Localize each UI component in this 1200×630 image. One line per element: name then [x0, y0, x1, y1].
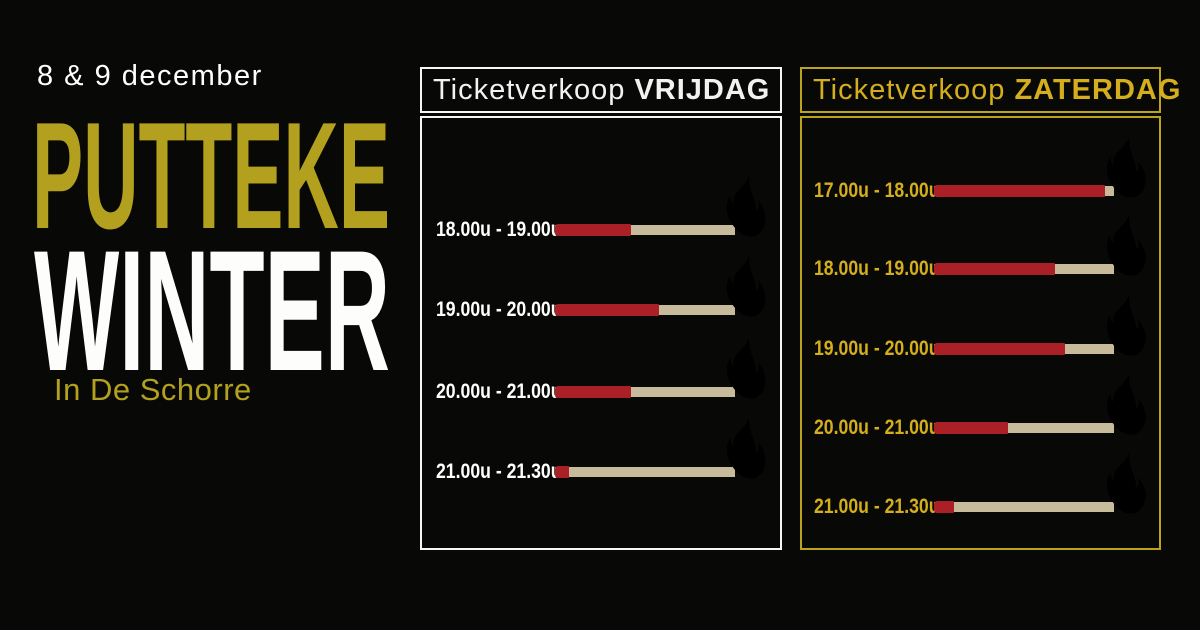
- timeslot-label: 18.00u - 19.00u: [814, 257, 940, 280]
- friday-header-prefix: Ticketverkoop: [433, 73, 626, 106]
- match-sold-bar: [555, 224, 631, 236]
- flame-icon: [726, 418, 766, 479]
- flame-icon: [1106, 215, 1146, 276]
- saturday-panel: 17.00u - 18.00u 18.00u - 19.00u 19.00u -…: [800, 116, 1161, 550]
- flame-icon: [1106, 295, 1146, 356]
- flame-icon: [1106, 374, 1146, 435]
- match-sold-bar: [934, 343, 1066, 355]
- match-sold-bar: [934, 422, 1008, 434]
- friday-timeslot-row-2: 19.00u - 20.00u: [422, 256, 780, 343]
- saturday-timeslot-row-4: 20.00u - 21.00u: [802, 374, 1159, 461]
- friday-timeslot-row-3: 20.00u - 21.00u: [422, 338, 780, 425]
- saturday-header-prefix: Ticketverkoop: [813, 73, 1006, 106]
- timeslot-label: 21.00u - 21.30u: [814, 495, 940, 518]
- saturday-timeslot-row-2: 18.00u - 19.00u: [802, 215, 1159, 302]
- match-sold-bar: [934, 185, 1105, 197]
- match-sold-bar: [934, 263, 1055, 275]
- saturday-header-day: ZATERDAG: [1014, 73, 1182, 106]
- event-dates: 8 & 9 december: [37, 60, 263, 92]
- friday-timeslot-row-4: 21.00u - 21.30u: [422, 418, 780, 505]
- friday-panel-header: Ticketverkoop VRIJDAG: [420, 67, 782, 113]
- match-sold-bar: [555, 386, 631, 398]
- event-venue: In De Schorre: [54, 372, 252, 407]
- timeslot-label: 19.00u - 20.00u: [814, 337, 940, 360]
- title-winter-text: WINTER: [34, 215, 390, 407]
- timeslot-label: 21.00u - 21.30u: [436, 460, 562, 483]
- match-sold-bar: [934, 501, 954, 513]
- friday-timeslot-row-1: 18.00u - 19.00u: [422, 176, 780, 263]
- timeslot-label: 19.00u - 20.00u: [436, 298, 562, 321]
- matchstick-bar: [555, 387, 735, 397]
- flame-icon: [726, 256, 766, 317]
- flame-icon: [1106, 137, 1146, 198]
- title-putteke-text: PUTTEKE: [32, 91, 390, 261]
- friday-panel: 18.00u - 19.00u 19.00u - 20.00u 20.00u -…: [420, 116, 782, 550]
- timeslot-label: 17.00u - 18.00u: [814, 179, 940, 202]
- matchstick-bar: [934, 423, 1114, 433]
- saturday-panel-header: Ticketverkoop ZATERDAG: [800, 67, 1180, 113]
- matchstick-bar: [555, 225, 735, 235]
- flame-icon: [726, 338, 766, 399]
- match-sold-bar: [555, 466, 570, 478]
- event-title-line1: PUTTEKE: [32, 91, 390, 261]
- flame-icon: [1106, 453, 1146, 514]
- saturday-timeslot-row-5: 21.00u - 21.30u: [802, 453, 1159, 540]
- saturday-timeslot-row-1: 17.00u - 18.00u: [802, 137, 1159, 224]
- matchstick-bar: [934, 502, 1114, 512]
- flame-icon: [726, 176, 766, 237]
- friday-header-day: VRIJDAG: [634, 73, 771, 106]
- timeslot-label: 18.00u - 19.00u: [436, 218, 562, 241]
- event-title-line2: WINTER: [34, 215, 390, 407]
- timeslot-label: 20.00u - 21.00u: [436, 380, 562, 403]
- matchstick-bar: [555, 467, 735, 477]
- saturday-timeslot-row-3: 19.00u - 20.00u: [802, 295, 1159, 382]
- timeslot-label: 20.00u - 21.00u: [814, 416, 940, 439]
- match-sold-bar: [555, 304, 660, 316]
